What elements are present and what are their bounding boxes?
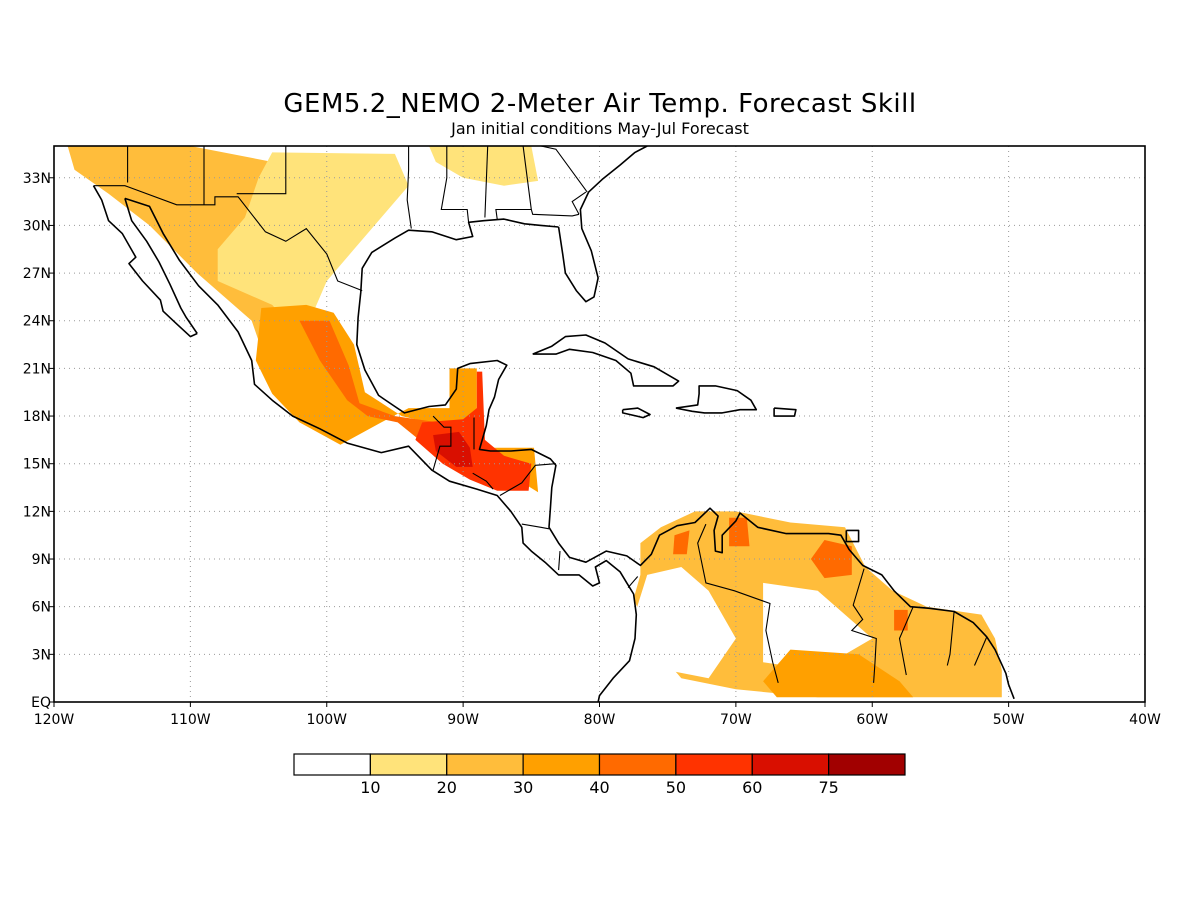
skill-region (415, 371, 532, 491)
colorbar-level-label: 40 (589, 778, 609, 797)
colorbar-swatch (293, 753, 371, 776)
x-tick-label: 110W (170, 712, 211, 728)
y-tick-label: 21N (23, 361, 51, 377)
map-subtitle: Jan initial conditions May-Jul Forecast (450, 119, 749, 138)
political-border (558, 551, 561, 571)
colorbar-swatch (598, 753, 677, 776)
political-border (898, 606, 914, 676)
political-border (472, 472, 494, 490)
coastline (621, 407, 651, 419)
colorbar-swatch (751, 753, 830, 776)
lat-lon-grid (54, 146, 1145, 702)
skill-region (894, 609, 908, 631)
colorbar-swatch (446, 753, 524, 776)
political-border (530, 209, 580, 217)
colorbar-level-label: 50 (666, 778, 686, 797)
colorbar-level-label: 10 (360, 778, 380, 797)
political-border (432, 415, 452, 471)
x-tick-label: 100W (306, 712, 347, 728)
political-border (850, 568, 877, 683)
y-tick-label: 12N (23, 504, 51, 520)
coastline (557, 146, 648, 303)
skill-region (429, 146, 539, 186)
political-border (484, 146, 489, 218)
colorbar-swatch (369, 753, 448, 776)
y-tick-label: 9N (32, 552, 51, 568)
x-tick-label: 120W (34, 712, 75, 728)
y-tick-label: 33N (23, 171, 51, 187)
x-tick-label: 40W (1129, 712, 1161, 728)
political-border (973, 636, 988, 666)
colorbar-swatch (828, 753, 906, 776)
coastline (675, 385, 758, 414)
political-border (499, 463, 556, 496)
y-tick-label: 27N (23, 266, 51, 282)
y-tick-label: 30N (23, 218, 51, 234)
skill-region (632, 567, 736, 679)
skill-region (763, 649, 914, 698)
colorbar: 10 20 30 40 50 60 75 (293, 753, 906, 797)
y-tick-label: EQ (31, 695, 51, 711)
coastline (773, 407, 797, 417)
political-border (406, 146, 412, 229)
x-tick-label: 70W (720, 712, 752, 728)
colorbar-swatch (675, 753, 753, 776)
political-border (571, 191, 587, 215)
coastlines (92, 146, 1015, 702)
skill-region (810, 540, 852, 579)
x-tick-label: 60W (856, 712, 888, 728)
political-border (946, 611, 955, 666)
skill-region (763, 582, 873, 671)
political-border (697, 523, 779, 684)
coastline (355, 218, 1015, 700)
colorbar-level-label: 60 (742, 778, 762, 797)
political-border (236, 146, 287, 195)
political-border (93, 185, 363, 292)
coastline (124, 198, 198, 334)
political-border (540, 146, 588, 193)
coastline (124, 197, 638, 702)
y-tick-label: 15N (23, 457, 51, 473)
political-border (521, 523, 550, 530)
political-border (495, 146, 532, 220)
colorbar-level-label: 75 (818, 778, 838, 797)
y-tick-label: 18N (23, 409, 51, 425)
longitude-ticks: 120W 110W 100W 90W 80W 70W 60W 50W 40W (34, 702, 1161, 728)
colorbar-level-label: 30 (513, 778, 533, 797)
latitude-ticks: EQ 3N 6N 9N 12N 15N 18N 21N 24N 27N 30N 33N (23, 171, 54, 711)
skill-region (433, 431, 473, 467)
skill-region (729, 517, 750, 547)
y-tick-label: 3N (32, 647, 51, 663)
coastline (845, 529, 860, 543)
political-border (440, 146, 470, 223)
x-tick-label: 50W (993, 712, 1025, 728)
skill-shading (67, 146, 1002, 698)
x-tick-label: 90W (447, 712, 479, 728)
y-tick-label: 6N (32, 600, 51, 616)
coastline (92, 185, 198, 338)
map-title: GEM5.2_NEMO 2-Meter Air Temp. Forecast S… (283, 89, 916, 119)
x-tick-label: 80W (584, 712, 616, 728)
y-tick-label: 24N (23, 314, 51, 330)
political-border (627, 576, 639, 588)
coastline (532, 334, 680, 387)
skill-region (673, 530, 690, 555)
colorbar-swatch (522, 753, 601, 776)
colorbar-level-label: 20 (437, 778, 457, 797)
